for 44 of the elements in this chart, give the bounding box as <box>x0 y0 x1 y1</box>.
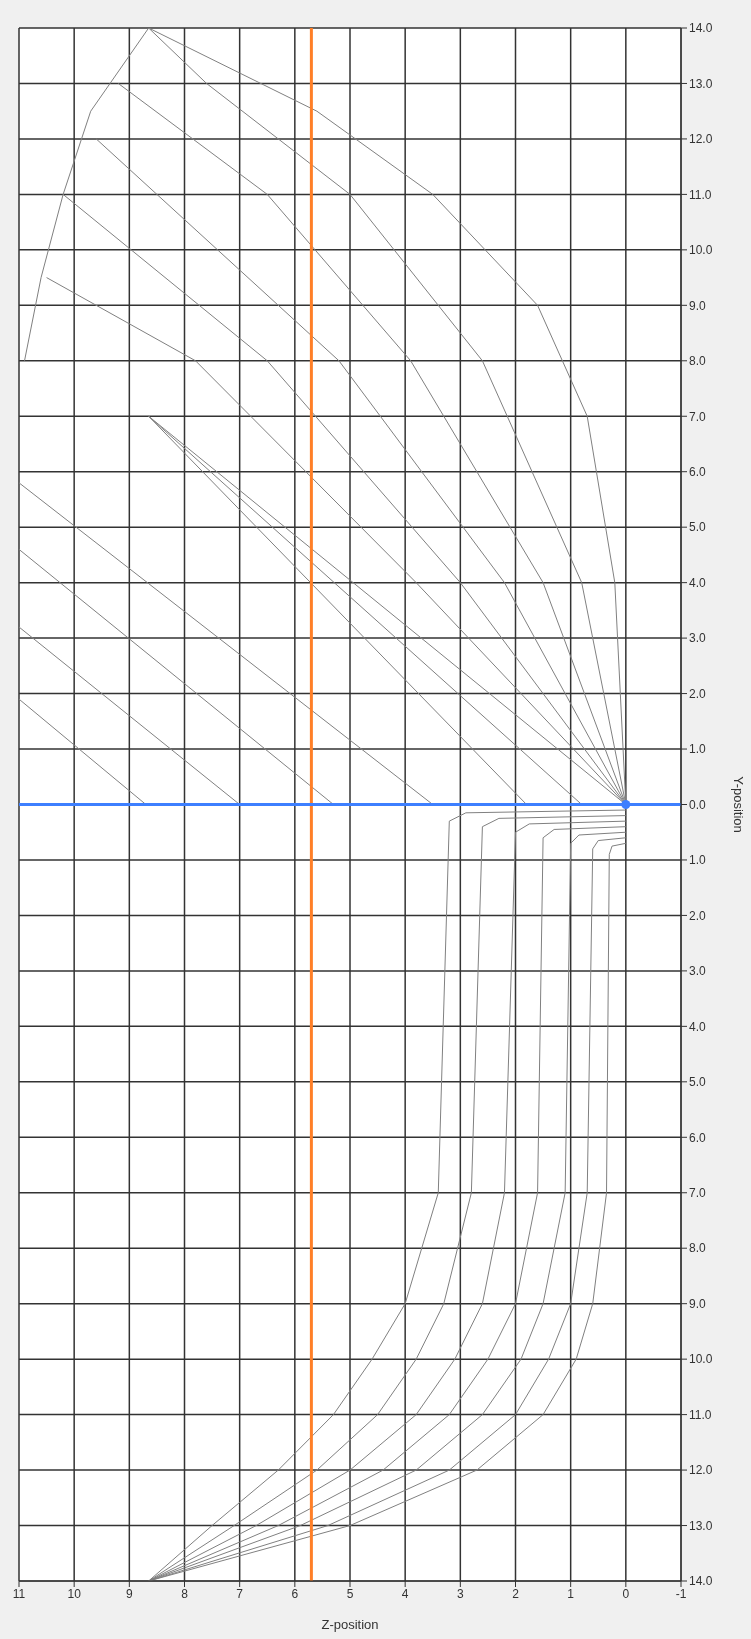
y-tick-label: 12.0 <box>689 1463 713 1478</box>
y-tick-label: 5.0 <box>689 520 707 535</box>
x-tick-label: 9 <box>125 1586 133 1601</box>
y-tick-label: 6.0 <box>689 1130 707 1145</box>
y-tick-label: 12.0 <box>689 132 713 147</box>
x-tick-label: 6 <box>291 1586 299 1601</box>
y-tick-label: 8.0 <box>689 354 707 369</box>
x-tick-label: 2 <box>512 1586 520 1601</box>
y-tick-label: 5.0 <box>689 1075 707 1090</box>
x-tick-label: -1 <box>675 1586 687 1601</box>
y-tick-label: 11.0 <box>689 187 712 202</box>
y-tick-label: 0.0 <box>689 797 707 812</box>
y-tick-label: 1.0 <box>689 742 707 757</box>
y-tick-label: 2.0 <box>689 686 707 701</box>
y-tick-label: 7.0 <box>689 409 707 424</box>
x-tick-label: 8 <box>181 1586 189 1601</box>
x-tick-label: 10 <box>67 1586 82 1601</box>
y-tick-label: 13.0 <box>689 76 713 91</box>
y-tick-label: 2.0 <box>689 908 707 923</box>
y-tick-label: 10.0 <box>689 243 713 258</box>
y-tick-label: 8.0 <box>689 1241 707 1256</box>
y-tick-label: 14.0 <box>689 1574 713 1589</box>
y-tick-label: 3.0 <box>689 631 707 646</box>
x-tick-label: 4 <box>401 1586 409 1601</box>
x-tick-label: 1 <box>567 1586 575 1601</box>
y-tick-label: 11.0 <box>689 1407 712 1422</box>
y-tick-label: 9.0 <box>689 1296 707 1311</box>
y-tick-label: 7.0 <box>689 1186 707 1201</box>
y-tick-label: 6.0 <box>689 464 707 479</box>
y-tick-label: 10.0 <box>689 1352 713 1367</box>
y-axis-title: Y-position <box>731 776 747 833</box>
x-axis-title: Z-position <box>321 1617 379 1632</box>
y-tick-label: 14.0 <box>689 21 713 36</box>
y-tick-label: 4.0 <box>689 575 707 590</box>
x-tick-label: 7 <box>236 1586 244 1601</box>
y-tick-label: 4.0 <box>689 1019 707 1034</box>
x-tick-label: 3 <box>456 1586 464 1601</box>
x-tick-label: 0 <box>622 1586 630 1601</box>
x-tick-label: 5 <box>346 1586 354 1601</box>
y-tick-label: 1.0 <box>689 853 707 868</box>
x-tick-label: 11 <box>12 1586 26 1601</box>
y-tick-label: 3.0 <box>689 964 707 979</box>
y-tick-label: 9.0 <box>689 298 707 313</box>
y-tick-label: 13.0 <box>689 1518 713 1533</box>
